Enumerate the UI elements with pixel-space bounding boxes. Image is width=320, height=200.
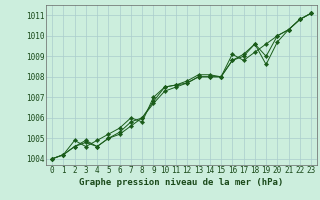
- X-axis label: Graphe pression niveau de la mer (hPa): Graphe pression niveau de la mer (hPa): [79, 178, 284, 187]
